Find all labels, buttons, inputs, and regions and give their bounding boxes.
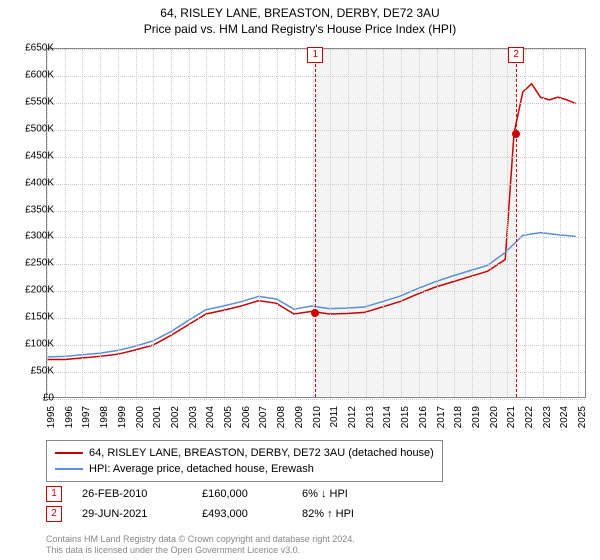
x-axis-label: 2018 <box>453 406 464 446</box>
y-axis-label: £50K <box>31 366 54 377</box>
sale-diff: 6% ↓ HPI <box>302 488 392 500</box>
plot-region: 12 <box>46 48 586 398</box>
y-axis-label: £200K <box>25 285 54 296</box>
y-axis-label: £550K <box>25 96 54 107</box>
sale-marker-box: 1 <box>46 486 62 502</box>
sale-marker-dot <box>512 130 520 138</box>
sale-row: 2 29-JUN-2021 £493,000 82% ↑ HPI <box>46 504 392 524</box>
sale-row: 1 26-FEB-2010 £160,000 6% ↓ HPI <box>46 484 392 504</box>
y-axis-label: £100K <box>25 339 54 350</box>
x-axis-label: 2021 <box>506 406 517 446</box>
legend-item-hpi: HPI: Average price, detached house, Erew… <box>55 461 434 477</box>
legend: 64, RISLEY LANE, BREASTON, DERBY, DE72 3… <box>46 440 443 482</box>
legend-item-property: 64, RISLEY LANE, BREASTON, DERBY, DE72 3… <box>55 445 434 461</box>
y-axis-label: £250K <box>25 258 54 269</box>
y-axis-label: £650K <box>25 43 54 54</box>
legend-swatch <box>55 468 83 470</box>
footer-line2: This data is licensed under the Open Gov… <box>46 545 355 556</box>
title-subtitle: Price paid vs. HM Land Registry's House … <box>0 22 600 36</box>
x-axis-label: 2023 <box>542 406 553 446</box>
footer: Contains HM Land Registry data © Crown c… <box>46 534 355 556</box>
x-axis-label: 2024 <box>559 406 570 446</box>
y-axis-label: £300K <box>25 231 54 242</box>
y-axis-label: £150K <box>25 312 54 323</box>
sale-marker-box: 2 <box>46 506 62 522</box>
sale-marker-dot <box>311 309 319 317</box>
sale-date: 29-JUN-2021 <box>82 508 182 520</box>
y-axis-label: £400K <box>25 177 54 188</box>
y-axis-label: £600K <box>25 69 54 80</box>
y-axis-label: £350K <box>25 204 54 215</box>
title-address: 64, RISLEY LANE, BREASTON, DERBY, DE72 3… <box>0 6 600 20</box>
legend-swatch <box>55 452 83 454</box>
y-axis-label: £500K <box>25 123 54 134</box>
sales-table: 1 26-FEB-2010 £160,000 6% ↓ HPI 2 29-JUN… <box>46 484 392 524</box>
x-axis-label: 2020 <box>489 406 500 446</box>
x-axis-label: 2025 <box>577 406 588 446</box>
sale-price: £160,000 <box>202 488 282 500</box>
chart-container: 64, RISLEY LANE, BREASTON, DERBY, DE72 3… <box>0 0 600 560</box>
sale-price: £493,000 <box>202 508 282 520</box>
legend-label: 64, RISLEY LANE, BREASTON, DERBY, DE72 3… <box>89 447 434 459</box>
y-axis-label: £450K <box>25 150 54 161</box>
x-axis-label: 2022 <box>524 406 535 446</box>
footer-line1: Contains HM Land Registry data © Crown c… <box>46 534 355 545</box>
sale-marker-flag: 1 <box>307 47 323 63</box>
sale-marker-flag: 2 <box>508 47 524 63</box>
legend-label: HPI: Average price, detached house, Erew… <box>89 463 314 475</box>
y-axis-label: £0 <box>43 393 54 404</box>
sale-date: 26-FEB-2010 <box>82 488 182 500</box>
title-block: 64, RISLEY LANE, BREASTON, DERBY, DE72 3… <box>0 0 600 36</box>
sale-diff: 82% ↑ HPI <box>302 508 392 520</box>
x-axis-label: 2019 <box>471 406 482 446</box>
chart-area: 12 1995199619971998199920002001200220032… <box>46 48 586 398</box>
